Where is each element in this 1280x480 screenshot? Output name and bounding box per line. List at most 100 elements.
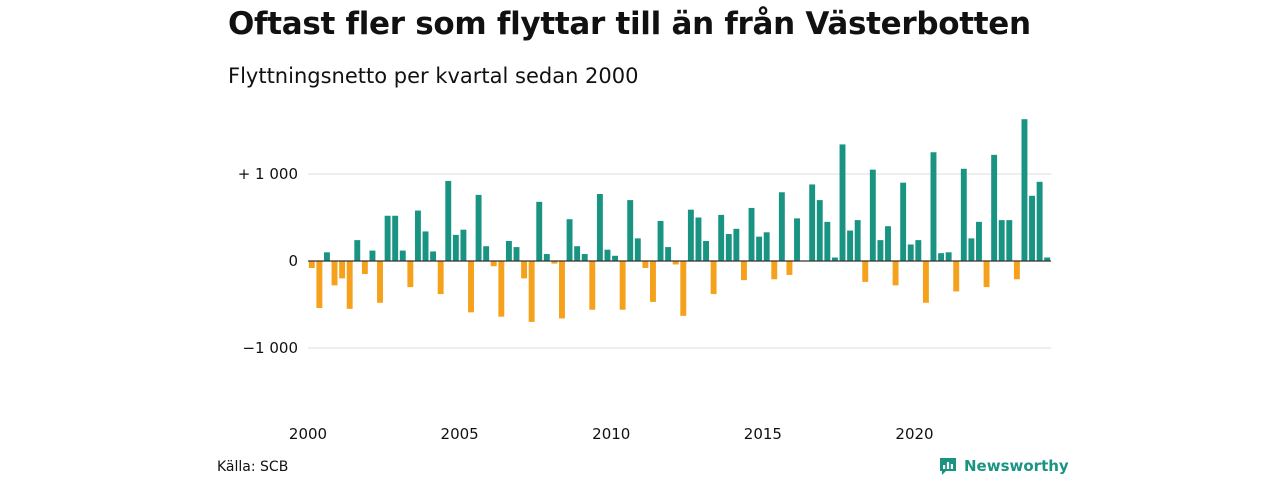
chart-title: Oftast fler som flyttar till än från Väs… [228,6,1031,42]
bar [490,261,497,267]
bar [930,152,937,261]
bar [528,261,535,322]
bar [612,255,619,261]
bar [907,244,914,261]
bar [475,194,482,261]
bar [862,261,869,282]
bar [991,154,998,261]
bar [1029,195,1035,261]
bar [1044,257,1051,261]
bar [816,200,823,261]
bar [763,232,770,261]
bar [339,261,346,279]
bar [665,247,672,261]
bar [596,194,603,261]
bar [581,254,588,261]
bar [854,220,861,261]
bar [566,219,573,261]
bars [308,119,1051,322]
bar [559,261,565,319]
y-tick-label: −1 000 [242,339,298,357]
bar [824,221,831,261]
bar [574,246,581,261]
bar [460,229,467,261]
bar [377,261,383,303]
bar [680,261,687,316]
bar [324,252,330,261]
bar [604,249,611,261]
bar [308,261,315,268]
bar [945,252,952,261]
bar [551,261,558,264]
bar [384,215,391,261]
bar [725,234,732,261]
bar [695,217,702,261]
bar [733,228,740,261]
bar [703,240,709,261]
newsworthy-logo-icon [940,458,956,475]
bar [922,261,929,303]
bar [361,261,368,275]
bar [786,261,793,275]
bar [619,261,626,310]
x-tick-label: 2010 [592,425,630,443]
bar [346,261,353,309]
y-tick-labels: + 1 000 0 −1 000 [238,165,298,357]
bar [748,207,755,261]
bar [407,261,414,288]
bar [437,261,444,295]
bar [687,209,694,261]
bar [452,234,459,261]
bar [976,221,982,261]
bar [369,250,376,261]
bar [521,261,528,279]
bar [642,261,649,268]
bar [399,250,406,261]
bar [960,168,967,261]
bar [657,220,664,261]
bar [983,261,990,288]
bar [998,220,1005,261]
bar [634,238,641,261]
bar [915,240,922,261]
x-tick-label: 2005 [441,425,479,443]
source-label: Källa: SCB [217,459,289,475]
x-tick-labels: 2000 2005 2010 2015 2020 [289,425,934,443]
bar [831,257,838,261]
bar [794,218,800,261]
y-tick-label: + 1 000 [238,165,298,183]
bar [953,261,960,292]
x-tick-label: 2000 [289,425,327,443]
bar [847,230,854,261]
bar [392,215,399,261]
bar [718,214,725,261]
bar [892,261,899,286]
brand-name: Newsworthy [964,457,1069,475]
bar [316,261,323,308]
bar [331,261,338,286]
bar [900,182,907,261]
bar [1021,119,1028,261]
y-tick-label: 0 [288,252,298,270]
bar [627,200,634,261]
bar [771,261,778,280]
bar [536,201,543,261]
bar [468,261,474,313]
bar [414,210,421,261]
bar [672,261,679,265]
bar [1036,181,1043,261]
bar [354,240,361,261]
gridlines [308,173,1051,349]
x-tick-label: 2020 [895,425,933,443]
bar [422,231,429,261]
bar [505,240,512,261]
bar [809,184,816,261]
bar [543,254,550,261]
bar [740,261,747,281]
bar [877,240,884,261]
bar [1006,220,1013,261]
bar [498,261,505,317]
bar [885,226,891,261]
bar [650,261,656,302]
